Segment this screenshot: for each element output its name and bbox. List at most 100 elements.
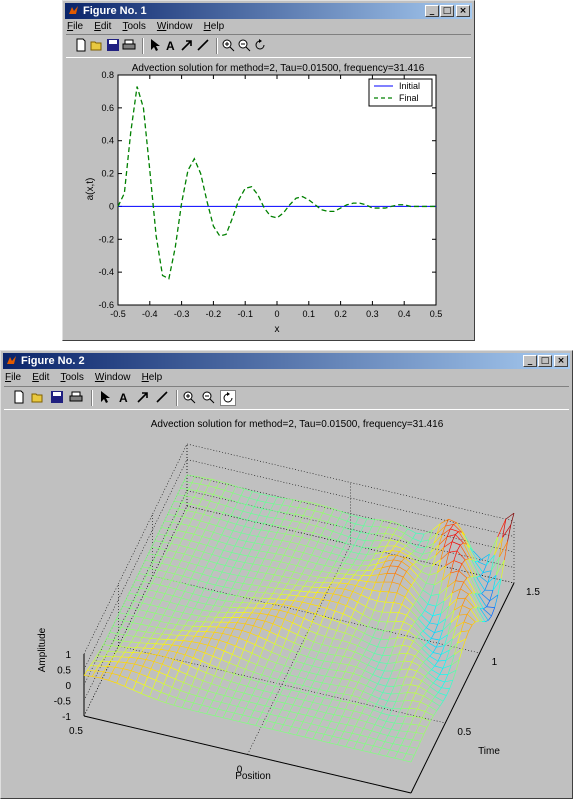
mesh-line bbox=[210, 539, 218, 541]
mesh-line bbox=[298, 707, 301, 714]
mesh-line bbox=[270, 510, 278, 511]
title-bar[interactable]: Figure No. 2 _□× bbox=[3, 353, 570, 369]
y-tick-label: 0.8 bbox=[101, 70, 114, 80]
mesh-line bbox=[139, 666, 142, 673]
mesh-line bbox=[343, 549, 351, 551]
mesh-line bbox=[267, 684, 275, 686]
new-icon[interactable] bbox=[74, 38, 88, 52]
mesh-line bbox=[291, 683, 294, 690]
mesh-line bbox=[269, 531, 277, 532]
mesh-line bbox=[173, 552, 176, 559]
arrow-icon[interactable] bbox=[136, 390, 150, 404]
text-icon[interactable]: A bbox=[117, 390, 131, 404]
mesh-line bbox=[294, 596, 297, 601]
mesh-line bbox=[198, 627, 201, 632]
mesh-line bbox=[377, 527, 380, 534]
mesh-line bbox=[193, 650, 196, 658]
menu-tools[interactable]: Tools bbox=[60, 372, 83, 383]
mesh-line bbox=[207, 714, 215, 716]
print-icon[interactable] bbox=[69, 390, 83, 404]
mesh-line bbox=[149, 654, 157, 655]
print-icon[interactable] bbox=[122, 38, 136, 52]
maximize-button[interactable]: □ bbox=[538, 355, 552, 367]
mesh-line bbox=[383, 686, 386, 692]
mesh-line bbox=[235, 582, 243, 583]
mesh-line bbox=[123, 641, 131, 642]
minimize-button[interactable]: _ bbox=[523, 355, 537, 367]
mesh-line bbox=[449, 551, 457, 552]
close-button[interactable]: × bbox=[456, 5, 470, 17]
mesh-line bbox=[273, 663, 276, 670]
zoom-in-icon[interactable] bbox=[221, 38, 235, 52]
minimize-button[interactable]: _ bbox=[425, 5, 439, 17]
mesh-line bbox=[259, 544, 262, 551]
mesh-line bbox=[141, 624, 149, 626]
mesh-line bbox=[488, 616, 491, 620]
title-bar[interactable]: Figure No. 1 _□× bbox=[65, 3, 472, 19]
close-button[interactable]: × bbox=[554, 355, 568, 367]
menu-help[interactable]: Help bbox=[142, 372, 163, 383]
mesh-line bbox=[152, 613, 155, 619]
mesh-line bbox=[386, 639, 389, 647]
arrow-select-icon[interactable] bbox=[98, 390, 112, 404]
mesh-line bbox=[344, 725, 347, 732]
menu-window[interactable]: Window bbox=[157, 21, 193, 32]
mesh-line bbox=[371, 695, 379, 699]
save-icon[interactable] bbox=[106, 38, 120, 52]
mesh-line bbox=[328, 628, 336, 630]
mesh-line bbox=[181, 517, 184, 524]
mesh-line bbox=[285, 703, 293, 705]
line-icon[interactable] bbox=[196, 38, 210, 52]
mesh-line bbox=[367, 582, 375, 583]
menu-tools[interactable]: Tools bbox=[122, 21, 145, 32]
mesh-line bbox=[268, 581, 271, 587]
mesh-line bbox=[309, 666, 312, 673]
rotate-icon[interactable] bbox=[220, 390, 236, 406]
menu-file[interactable]: File bbox=[67, 21, 83, 32]
mesh-line bbox=[159, 607, 167, 609]
mesh-line bbox=[398, 567, 406, 572]
maximize-button[interactable]: □ bbox=[440, 5, 454, 17]
mesh-line bbox=[263, 580, 271, 581]
mesh-line bbox=[353, 667, 356, 673]
mesh-line bbox=[216, 686, 219, 693]
mesh-line bbox=[313, 696, 316, 702]
save-icon[interactable] bbox=[50, 390, 64, 404]
menu-file[interactable]: File bbox=[5, 372, 21, 383]
mesh-line bbox=[256, 551, 259, 558]
mesh-line bbox=[374, 653, 382, 655]
mesh-line bbox=[315, 542, 318, 549]
line-icon[interactable] bbox=[155, 390, 169, 404]
open-icon[interactable] bbox=[31, 390, 45, 404]
mesh-line bbox=[253, 557, 256, 564]
arrow-icon[interactable] bbox=[180, 38, 194, 52]
mesh-line bbox=[229, 698, 232, 705]
menu-window[interactable]: Window bbox=[95, 372, 131, 383]
mesh-line bbox=[237, 590, 240, 596]
menu-help[interactable]: Help bbox=[204, 21, 225, 32]
mesh-line bbox=[371, 575, 379, 576]
menu-edit[interactable]: Edit bbox=[94, 21, 111, 32]
menu-edit[interactable]: Edit bbox=[32, 372, 49, 383]
mesh-line bbox=[344, 687, 347, 694]
mesh-line bbox=[322, 637, 325, 645]
new-icon[interactable] bbox=[12, 390, 26, 404]
zoom-out-icon[interactable] bbox=[237, 38, 251, 52]
mesh-line bbox=[281, 589, 284, 594]
mesh-line bbox=[300, 692, 308, 694]
arrow-select-icon[interactable] bbox=[148, 38, 162, 52]
mesh-line bbox=[273, 670, 281, 672]
rotate-icon[interactable] bbox=[253, 38, 267, 52]
mesh-line bbox=[306, 509, 314, 511]
mesh-line bbox=[222, 528, 225, 535]
zoom-out-icon[interactable] bbox=[201, 390, 215, 404]
open-icon[interactable] bbox=[90, 38, 104, 52]
mesh-line bbox=[166, 572, 174, 574]
zoom-in-icon[interactable] bbox=[182, 390, 196, 404]
mesh-line bbox=[357, 566, 360, 571]
text-icon[interactable]: A bbox=[164, 38, 178, 52]
mesh-line bbox=[273, 588, 276, 593]
mesh-line bbox=[118, 662, 126, 663]
mesh-line bbox=[286, 595, 289, 600]
mesh-line bbox=[323, 578, 326, 583]
